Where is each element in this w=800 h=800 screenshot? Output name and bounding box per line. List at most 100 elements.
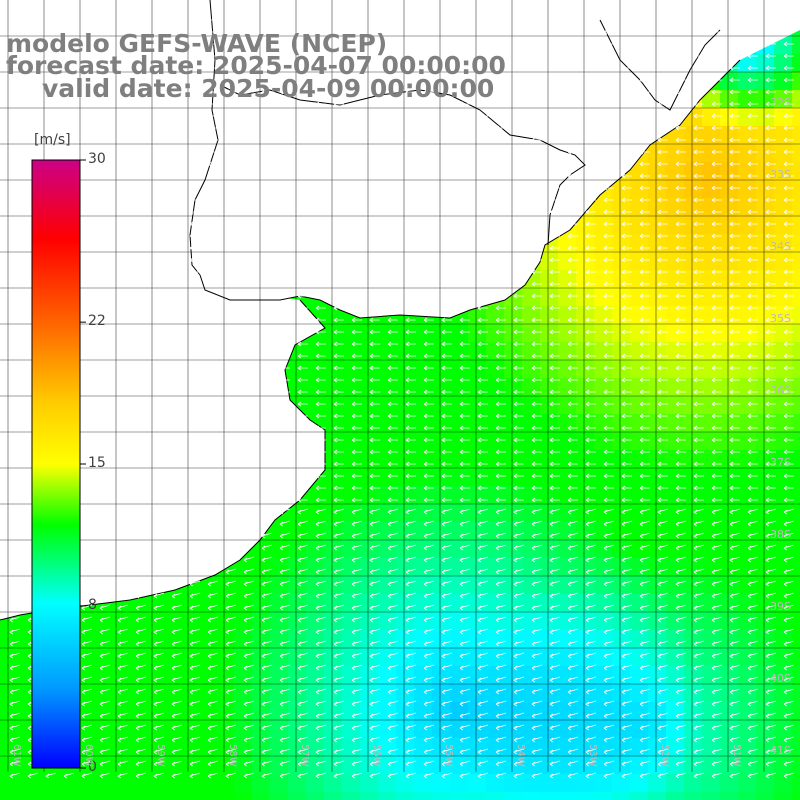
field-cell (630, 162, 648, 180)
field-cell (558, 558, 576, 576)
field-cell (684, 126, 702, 144)
field-cell (720, 234, 738, 252)
wind-arrow (405, 53, 416, 59)
field-cell (450, 378, 468, 396)
wind-arrow (549, 41, 560, 47)
wind-arrow (351, 41, 362, 47)
wind-arrow (45, 41, 56, 47)
field-cell (342, 774, 360, 792)
wind-arrow (405, 17, 416, 23)
field-cell (774, 774, 792, 792)
wind-arrow (459, 17, 470, 23)
field-cell (342, 396, 360, 414)
wind-arrow (315, 53, 326, 59)
wind-arrow (603, 113, 614, 119)
field-cell (450, 774, 468, 792)
field-cell (612, 504, 630, 522)
wind-arrow (153, 89, 164, 95)
wind-arrow (495, 89, 506, 95)
wind-arrow (369, 89, 380, 95)
field-cell (792, 432, 800, 450)
wind-arrow (531, 161, 542, 167)
field-cell (450, 522, 468, 540)
field-cell (612, 378, 630, 396)
field-cell (738, 684, 756, 702)
field-cell (738, 180, 756, 198)
wind-arrow (261, 77, 272, 83)
field-cell (738, 90, 756, 108)
field-cell (702, 342, 720, 360)
field-cell (450, 396, 468, 414)
field-cell (162, 594, 180, 612)
field-cell (540, 504, 558, 522)
field-cell (666, 702, 684, 720)
wind-arrow (459, 77, 470, 83)
field-cell (378, 720, 396, 738)
wind-arrow (693, 137, 704, 143)
wind-arrow (261, 17, 272, 23)
field-cell (504, 594, 522, 612)
field-cell (360, 432, 378, 450)
field-cell (648, 648, 666, 666)
field-cell (756, 144, 774, 162)
wind-arrow (369, 149, 380, 155)
field-cell (90, 720, 108, 738)
field-cell (684, 666, 702, 684)
field-cell (738, 756, 756, 774)
field-cell (558, 756, 576, 774)
field-cell (738, 666, 756, 684)
wind-arrow (189, 161, 200, 167)
field-cell (540, 594, 558, 612)
field-cell (342, 486, 360, 504)
field-cell (396, 738, 414, 756)
wind-arrow (477, 137, 488, 143)
field-cell (540, 684, 558, 702)
field-cell (414, 576, 432, 594)
wind-arrow (711, 101, 722, 107)
field-cell (180, 684, 198, 702)
field-cell (504, 360, 522, 378)
wind-arrow (711, 161, 722, 167)
wind-arrow (207, 17, 218, 23)
field-cell (558, 414, 576, 432)
wind-arrow (495, 77, 506, 83)
wind-arrow (549, 29, 560, 35)
wind-arrow (441, 161, 452, 167)
field-cell (720, 396, 738, 414)
field-cell (198, 774, 216, 792)
wind-arrow (81, 101, 92, 107)
field-cell (108, 666, 126, 684)
wind-arrow (333, 41, 344, 47)
field-cell (666, 522, 684, 540)
field-cell (720, 738, 738, 756)
field-cell (720, 108, 738, 126)
wind-arrow (459, 149, 470, 155)
field-cell (486, 702, 504, 720)
wind-arrow (459, 161, 470, 167)
field-cell (378, 774, 396, 792)
field-cell (702, 540, 720, 558)
wind-arrow (81, 29, 92, 35)
wind-arrow (657, 77, 668, 83)
field-cell (360, 666, 378, 684)
field-cell (432, 378, 450, 396)
wind-arrow (243, 65, 254, 71)
field-cell (522, 378, 540, 396)
field-cell (540, 486, 558, 504)
wind-arrow (531, 113, 542, 119)
field-cell (612, 756, 630, 774)
field-cell (432, 486, 450, 504)
wind-arrow (225, 161, 236, 167)
field-cell (630, 684, 648, 702)
wind-arrow (585, 65, 596, 71)
field-cell (396, 792, 414, 800)
field-cell (468, 576, 486, 594)
field-cell (594, 414, 612, 432)
field-cell (648, 684, 666, 702)
wind-arrow (9, 113, 20, 119)
field-cell (414, 450, 432, 468)
field-cell (774, 504, 792, 522)
field-cell (522, 576, 540, 594)
wind-arrow (315, 101, 326, 107)
wind-arrow (675, 125, 686, 131)
